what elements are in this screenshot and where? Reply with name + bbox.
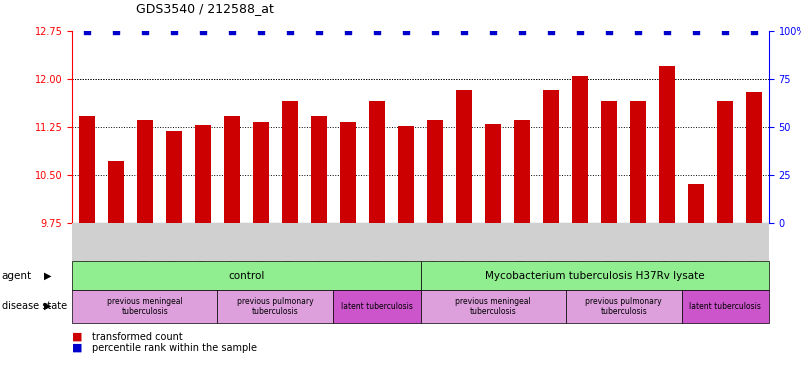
- Bar: [398, 126, 414, 223]
- Text: percentile rank within the sample: percentile rank within the sample: [92, 343, 257, 353]
- Text: Mycobacterium tuberculosis H37Rv lysate: Mycobacterium tuberculosis H37Rv lysate: [485, 270, 705, 281]
- Bar: [107, 161, 123, 223]
- Bar: [602, 101, 618, 223]
- Bar: [282, 101, 298, 223]
- Bar: [543, 90, 559, 223]
- Text: control: control: [228, 270, 264, 281]
- Text: previous pulmonary
tuberculosis: previous pulmonary tuberculosis: [237, 296, 314, 316]
- Text: ▶: ▶: [44, 270, 51, 281]
- Bar: [572, 76, 588, 223]
- Point: [429, 28, 441, 34]
- Bar: [311, 116, 327, 223]
- Point: [545, 28, 557, 34]
- Bar: [253, 122, 269, 223]
- Point: [167, 28, 180, 34]
- Text: ■: ■: [72, 343, 83, 353]
- Point: [661, 28, 674, 34]
- Bar: [659, 66, 675, 223]
- Bar: [427, 120, 443, 223]
- Point: [196, 28, 209, 34]
- Text: agent: agent: [2, 270, 32, 281]
- Point: [225, 28, 238, 34]
- Bar: [223, 116, 239, 223]
- Point: [400, 28, 413, 34]
- Text: latent tuberculosis: latent tuberculosis: [690, 302, 761, 311]
- Point: [719, 28, 732, 34]
- Bar: [688, 184, 704, 223]
- Point: [690, 28, 702, 34]
- Text: disease state: disease state: [2, 301, 66, 311]
- Point: [80, 28, 93, 34]
- Point: [603, 28, 616, 34]
- Point: [516, 28, 529, 34]
- Point: [284, 28, 296, 34]
- Text: previous meningeal
tuberculosis: previous meningeal tuberculosis: [455, 296, 531, 316]
- Point: [312, 28, 325, 34]
- Point: [574, 28, 586, 34]
- Point: [109, 28, 122, 34]
- Point: [139, 28, 151, 34]
- Point: [457, 28, 470, 34]
- Point: [748, 28, 761, 34]
- Text: latent tuberculosis: latent tuberculosis: [341, 302, 413, 311]
- Bar: [137, 120, 153, 223]
- Point: [632, 28, 645, 34]
- Point: [487, 28, 500, 34]
- Point: [341, 28, 354, 34]
- Text: ■: ■: [72, 332, 83, 342]
- Bar: [514, 120, 530, 223]
- Text: previous pulmonary
tuberculosis: previous pulmonary tuberculosis: [586, 296, 662, 316]
- Bar: [78, 116, 95, 223]
- Text: transformed count: transformed count: [92, 332, 183, 342]
- Point: [255, 28, 268, 34]
- Bar: [195, 125, 211, 223]
- Bar: [485, 124, 501, 223]
- Bar: [747, 91, 763, 223]
- Bar: [340, 122, 356, 223]
- Text: GDS3540 / 212588_at: GDS3540 / 212588_at: [136, 2, 274, 15]
- Bar: [166, 131, 182, 223]
- Bar: [718, 101, 734, 223]
- Bar: [630, 101, 646, 223]
- Text: previous meningeal
tuberculosis: previous meningeal tuberculosis: [107, 296, 183, 316]
- Point: [371, 28, 384, 34]
- Bar: [456, 90, 472, 223]
- Text: ▶: ▶: [44, 301, 51, 311]
- Bar: [369, 101, 385, 223]
